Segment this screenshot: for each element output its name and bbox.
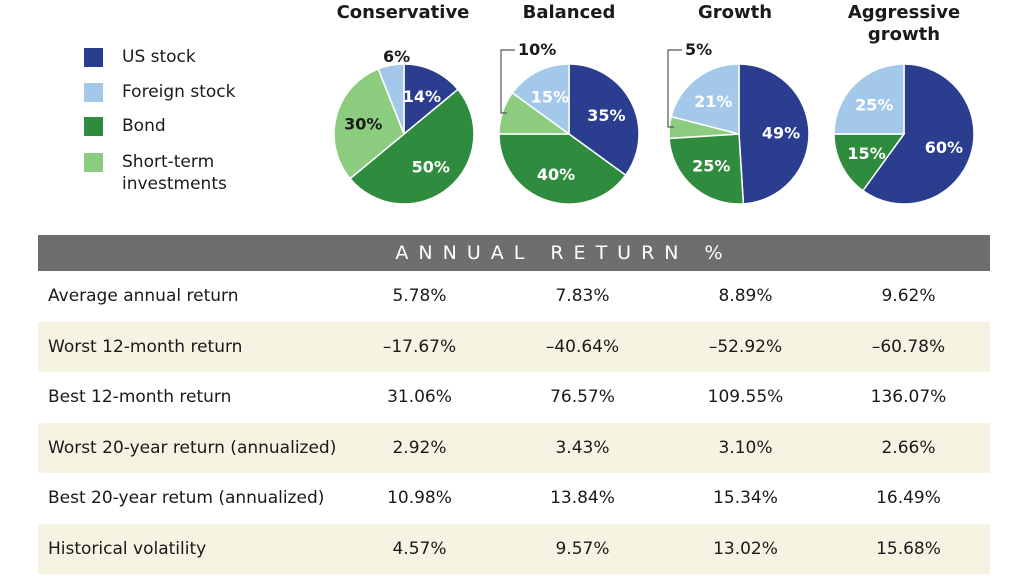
pie-title: Aggressive growth bbox=[848, 2, 960, 45]
cell: 9.57% bbox=[555, 538, 610, 559]
callout-line bbox=[500, 49, 515, 114]
legend-label: Short-term investments bbox=[122, 152, 227, 194]
row-label: Best 20-year retum (annualized) bbox=[48, 488, 325, 509]
slice-label: 10% bbox=[518, 40, 556, 59]
legend-swatch bbox=[84, 83, 103, 102]
cell: 8.89% bbox=[718, 286, 773, 307]
cell: 7.83% bbox=[555, 286, 610, 307]
slice-label: 49% bbox=[762, 124, 800, 143]
pie-slice bbox=[738, 63, 810, 205]
slice-label: 5% bbox=[685, 40, 712, 59]
legend-label: US stock bbox=[122, 47, 196, 67]
cell: –17.67% bbox=[382, 336, 457, 357]
table-row: Best 20-year retum (annualized) 10.98% 1… bbox=[38, 473, 990, 524]
cell: 16.49% bbox=[876, 488, 941, 509]
cell: 3.43% bbox=[555, 437, 610, 458]
pie-slice bbox=[833, 63, 905, 135]
legend-label: Foreign stock bbox=[122, 82, 236, 102]
slice-label: 15% bbox=[531, 88, 569, 107]
pie-slice bbox=[333, 67, 405, 180]
row-label: Average annual return bbox=[48, 286, 239, 307]
slice-label: 35% bbox=[587, 106, 625, 125]
cell: 13.02% bbox=[713, 538, 778, 559]
pie-title: Growth bbox=[698, 2, 772, 23]
cell: 136.07% bbox=[870, 387, 947, 408]
cell: 4.57% bbox=[392, 538, 447, 559]
table-row: Average annual return 5.78% 7.83% 8.89% … bbox=[38, 271, 990, 322]
cell: 5.78% bbox=[392, 286, 447, 307]
pie-slice bbox=[511, 63, 570, 136]
pie-title: Conservative bbox=[337, 2, 470, 23]
row-label: Best 12-month return bbox=[48, 387, 232, 408]
slice-label: 25% bbox=[855, 95, 893, 114]
slice-label: 14% bbox=[403, 87, 441, 106]
pie-slice bbox=[349, 88, 475, 205]
slice-label: 6% bbox=[383, 47, 410, 66]
slice-label: 21% bbox=[694, 92, 732, 111]
legend-swatch bbox=[84, 153, 103, 172]
cell: 2.66% bbox=[881, 437, 936, 458]
table-row: Worst 20-year return (annualized) 2.92% … bbox=[38, 422, 990, 473]
cell: 3.10% bbox=[718, 437, 773, 458]
cell: 9.62% bbox=[881, 286, 936, 307]
cell: 15.34% bbox=[713, 488, 778, 509]
slice-label: 40% bbox=[537, 165, 575, 184]
cell: 15.68% bbox=[876, 538, 941, 559]
pie-slice bbox=[568, 63, 640, 177]
cell: 10.98% bbox=[387, 488, 452, 509]
cell: –40.64% bbox=[545, 336, 620, 357]
pie-chart: Aggressive growth 60% 15% 25% bbox=[833, 2, 975, 205]
legend-swatch bbox=[84, 48, 103, 67]
pie-slice bbox=[498, 133, 627, 205]
table-row: Worst 12-month return –17.67% –40.64% –5… bbox=[38, 321, 990, 372]
cell: 31.06% bbox=[387, 387, 452, 408]
pie-slice bbox=[670, 63, 740, 135]
slice-label: 15% bbox=[847, 144, 885, 163]
annual-return-table: ANNUAL RETURN % Average annual return 5.… bbox=[38, 235, 990, 574]
slice-label: 30% bbox=[344, 115, 382, 134]
slice-label: 25% bbox=[692, 157, 730, 176]
cell: 13.84% bbox=[550, 488, 615, 509]
table-row: Historical volatility 4.57% 9.57% 13.02%… bbox=[38, 523, 990, 574]
legend-label: Bond bbox=[122, 116, 166, 136]
cell: –52.92% bbox=[708, 336, 783, 357]
legend-swatch bbox=[84, 117, 103, 136]
cell: 76.57% bbox=[550, 387, 615, 408]
cell: –60.78% bbox=[871, 336, 946, 357]
row-label: Historical volatility bbox=[48, 538, 207, 559]
pie-chart: Conservative 14% 50% 30% 6% bbox=[333, 2, 475, 205]
pie-chart: Growth 49% 25% 5% 21% bbox=[667, 2, 810, 205]
row-label: Worst 20-year return (annualized) bbox=[48, 437, 337, 458]
row-label: Worst 12-month return bbox=[48, 336, 243, 357]
pie-slice bbox=[403, 63, 459, 136]
pie-slice bbox=[668, 133, 745, 205]
pie-slice bbox=[861, 63, 975, 205]
pie-slice bbox=[833, 133, 906, 192]
pie-title: Balanced bbox=[523, 2, 616, 23]
table-header: ANNUAL RETURN % bbox=[38, 235, 990, 271]
cell: 109.55% bbox=[707, 387, 784, 408]
pie-chart: Balanced 35% 40% 10% 15% bbox=[498, 2, 640, 205]
slice-label: 60% bbox=[925, 138, 963, 157]
pie-charts: Conservative 14% 50% 30% 6% Balanced 35% 40% 10%… bbox=[333, 2, 975, 205]
slice-label: 50% bbox=[412, 157, 450, 176]
pie-slice bbox=[377, 63, 405, 135]
cell: 2.92% bbox=[392, 437, 447, 458]
table-row: Best 12-month return 31.06% 76.57% 109.5… bbox=[38, 372, 990, 423]
callout-line bbox=[667, 49, 682, 128]
